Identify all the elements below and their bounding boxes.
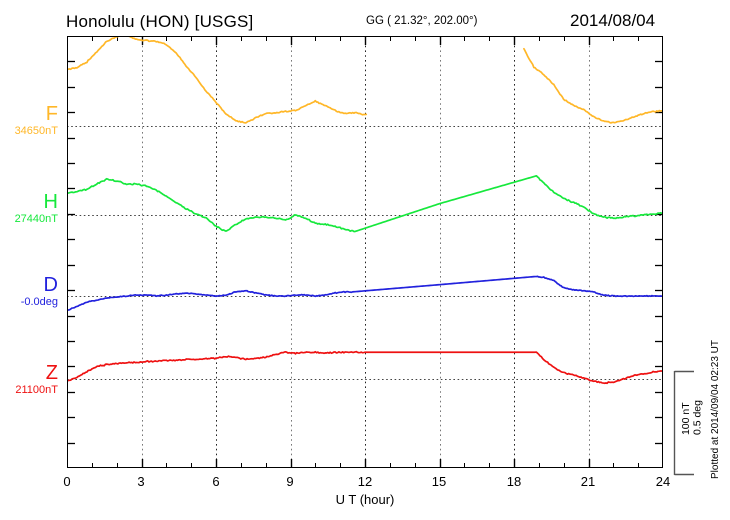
plot-border <box>67 36 663 468</box>
xtick-21: 21 <box>580 474 596 489</box>
baseline-layer <box>67 126 663 380</box>
magnetogram-plot <box>67 36 663 468</box>
x-axis-title: U T (hour) <box>335 492 395 507</box>
series-label-f: F 34650nT <box>0 104 58 138</box>
observation-date: 2014/08/04 <box>570 11 656 30</box>
series-label-d: D -0.0deg <box>0 275 58 309</box>
xtick-12: 12 <box>357 474 373 489</box>
xtick-15: 15 <box>431 474 447 489</box>
trace-z <box>67 350 663 385</box>
trace-f <box>523 47 663 124</box>
xtick-6: 6 <box>212 474 220 489</box>
plot-canvas <box>67 36 663 468</box>
page-title: Honolulu (HON) [USGS] <box>66 12 254 31</box>
series-baseline-h: 27440nT <box>14 213 58 225</box>
trace-h <box>67 174 663 233</box>
series-letter-z: Z <box>45 362 58 384</box>
trace-d <box>67 275 663 312</box>
xtick-3: 3 <box>137 474 145 489</box>
xtick-24: 24 <box>655 474 671 489</box>
plotted-timestamp: Plotted at 2014/09/04 02:23 UT <box>710 340 721 479</box>
xtick-0: 0 <box>63 474 71 489</box>
series-label-h: H 27440nT <box>0 192 58 226</box>
series-label-z: Z 21100nT <box>0 363 58 397</box>
scale-bar <box>670 368 700 478</box>
xtick-9: 9 <box>286 474 294 489</box>
scale-units-deg: 0.5 deg <box>691 400 704 436</box>
scale-bar-caption: 100 nT 0.5 deg <box>680 400 704 436</box>
grid-layer <box>142 36 590 468</box>
scale-bar-glyph <box>673 370 694 476</box>
series-baseline-z: 21100nT <box>15 384 58 396</box>
series-baseline-d: -0.0deg <box>20 296 58 308</box>
series-letter-f: F <box>45 103 58 125</box>
series-baseline-f: 34650nT <box>14 125 58 137</box>
geographic-coordinates: GG ( 21.32°, 202.00°) <box>366 15 478 27</box>
series-letter-h: H <box>43 191 58 213</box>
scale-units-nt: 100 nT <box>680 402 692 436</box>
xtick-18: 18 <box>506 474 522 489</box>
series-letter-d: D <box>43 274 58 296</box>
